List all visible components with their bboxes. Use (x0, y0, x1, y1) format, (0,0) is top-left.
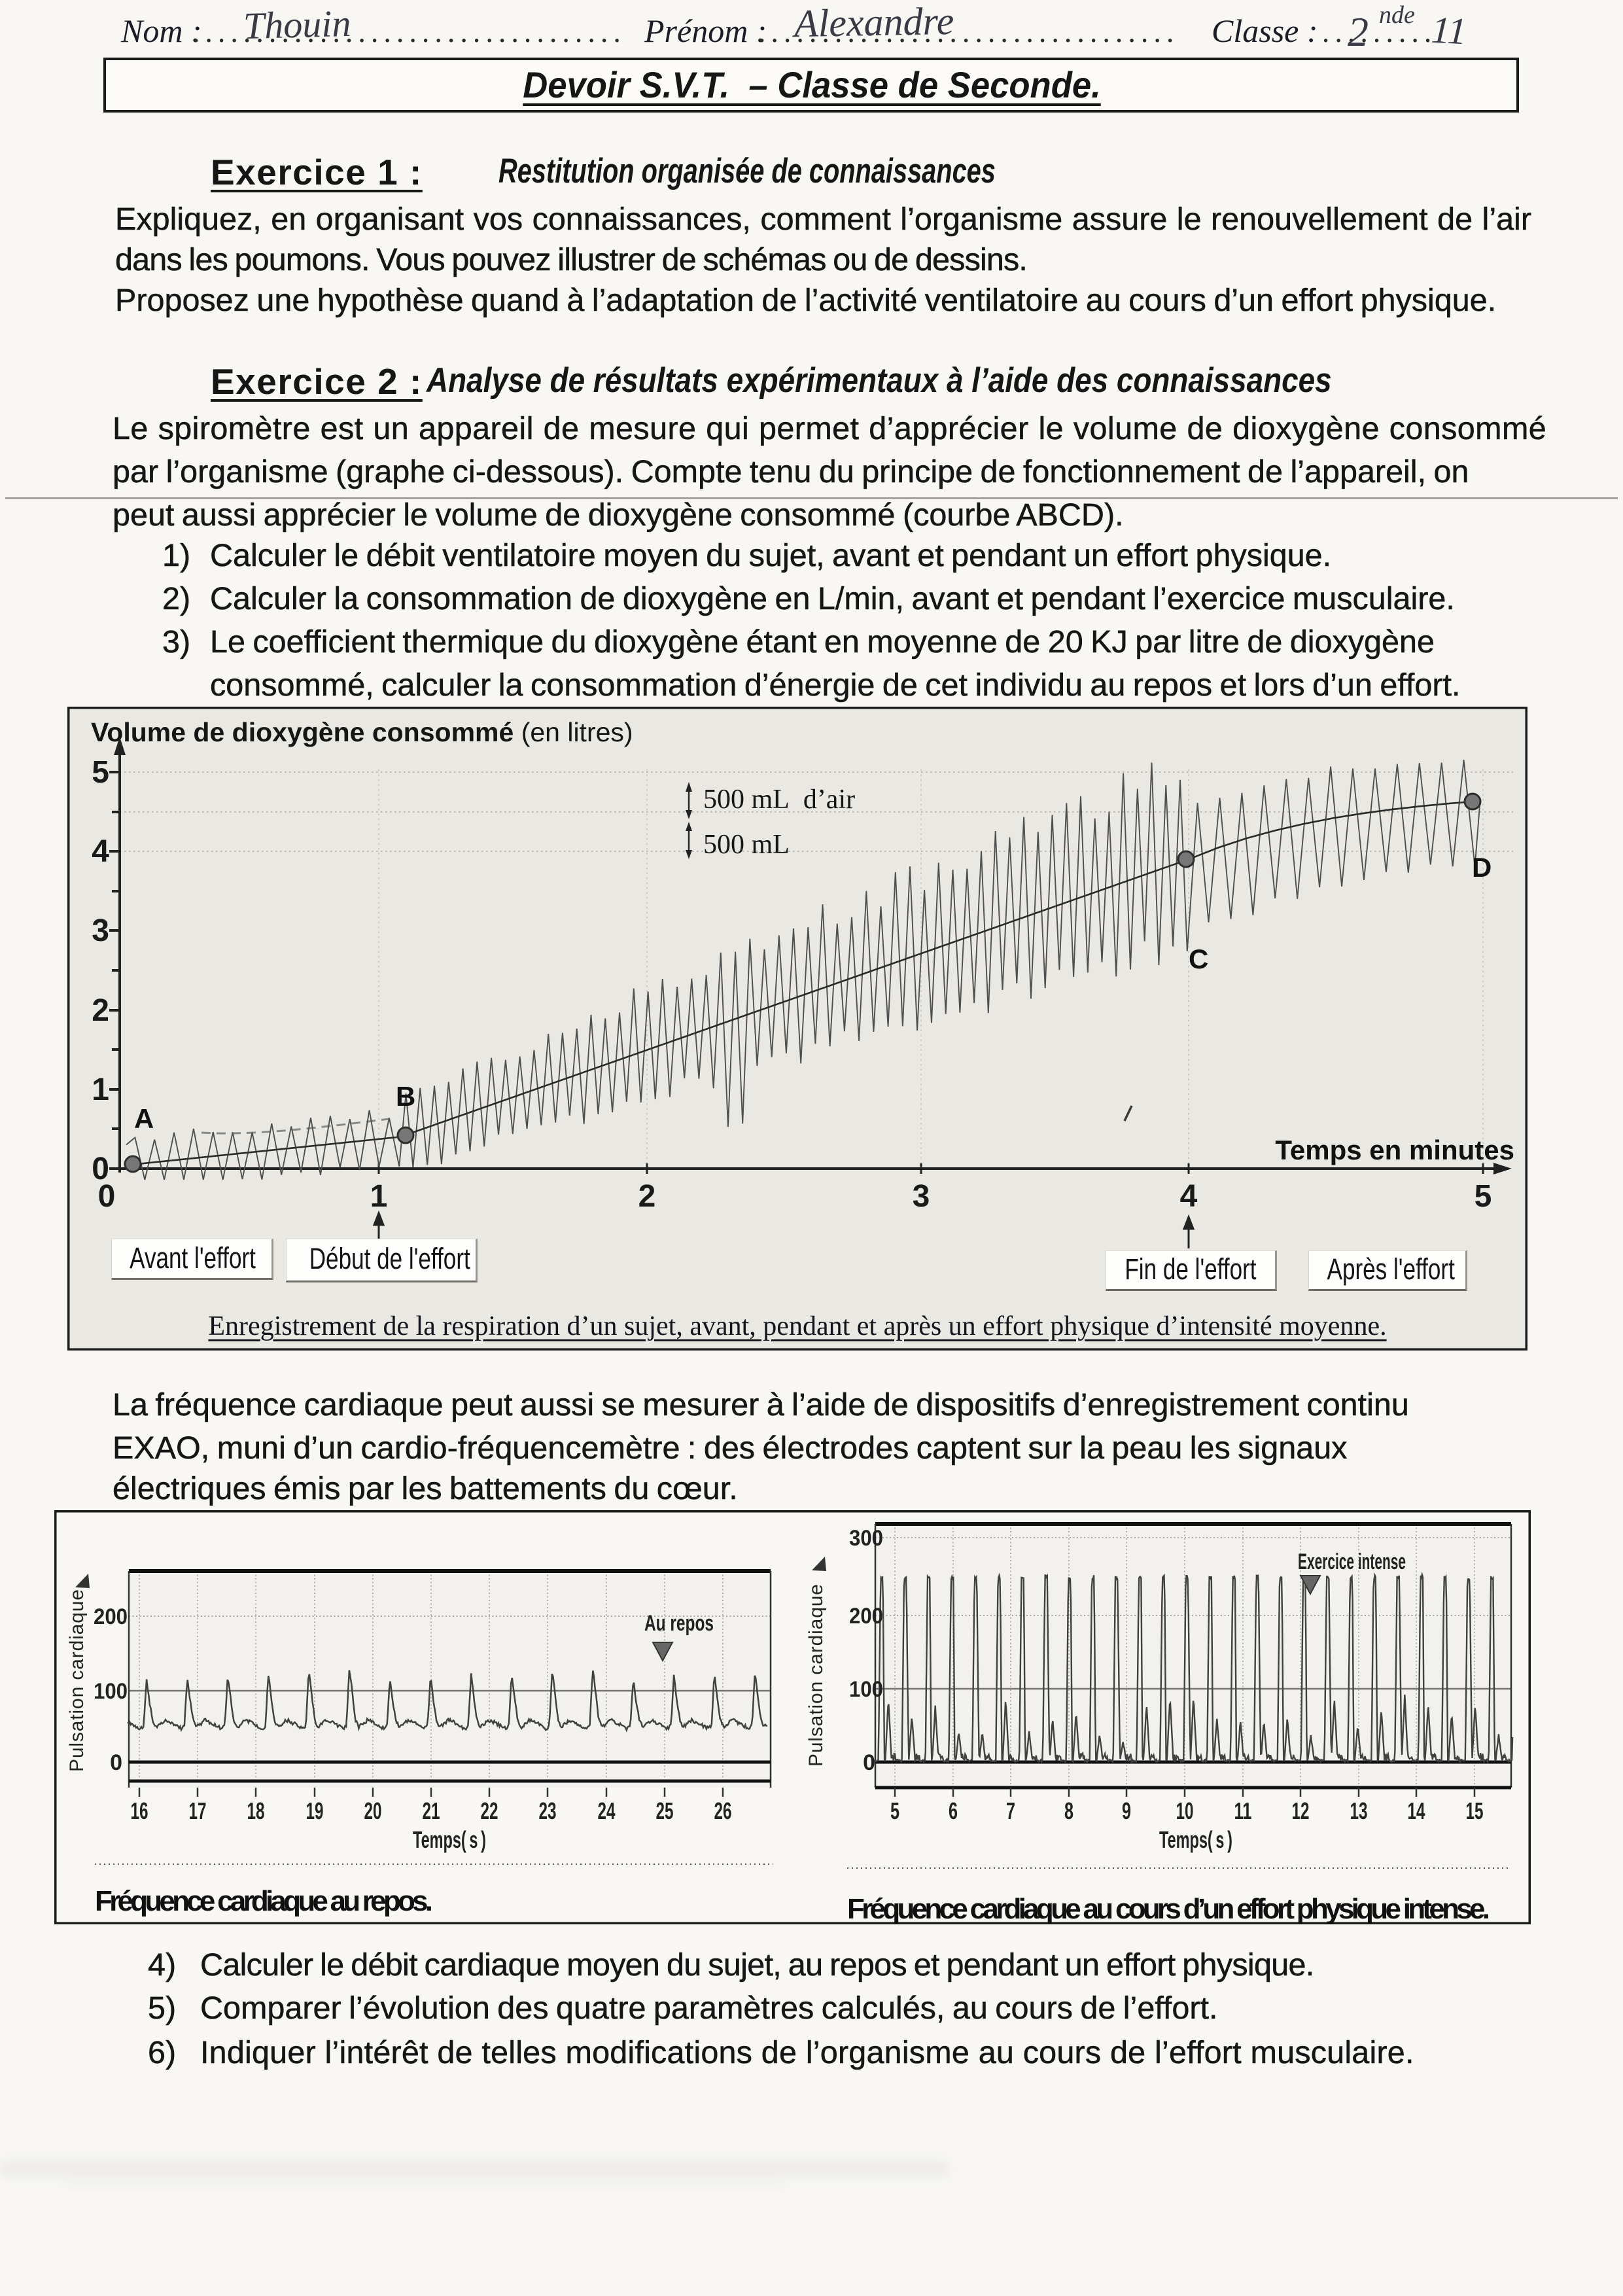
svg-text:500 mL: 500 mL (703, 830, 790, 860)
svg-text:7: 7 (1006, 1797, 1015, 1824)
svg-text:22: 22 (481, 1797, 498, 1824)
svg-text:21: 21 (423, 1797, 440, 1824)
svg-text:11: 11 (1234, 1797, 1252, 1824)
svg-text:9: 9 (1122, 1797, 1131, 1824)
svg-text:1: 1 (92, 1072, 109, 1107)
svg-text:10: 10 (1176, 1797, 1194, 1824)
svg-text:18: 18 (247, 1797, 265, 1824)
svg-text:Pulsation cardiaque: Pulsation cardiaque (805, 1583, 827, 1767)
svg-text:26: 26 (714, 1797, 732, 1824)
svg-text:Fréquence cardiaque au cours d: Fréquence cardiaque au cours d’un effort… (847, 1893, 1490, 1924)
svg-text:2: 2 (92, 993, 109, 1028)
svg-text:Fréquence cardiaque au repos.: Fréquence cardiaque au repos. (95, 1885, 433, 1917)
svg-text:16: 16 (131, 1797, 148, 1824)
svg-text:0: 0 (863, 1750, 875, 1775)
svg-text:D: D (1472, 852, 1492, 883)
svg-text:6: 6 (949, 1797, 958, 1824)
svg-text:13: 13 (1350, 1797, 1368, 1824)
svg-text:A: A (134, 1103, 154, 1134)
svg-text:15: 15 (1466, 1797, 1484, 1824)
svg-text:19: 19 (306, 1797, 324, 1824)
svg-text:24: 24 (598, 1797, 616, 1824)
svg-text:200: 200 (849, 1604, 883, 1629)
svg-text:4: 4 (1180, 1179, 1198, 1214)
svg-text:3: 3 (92, 913, 109, 948)
svg-text:14: 14 (1408, 1797, 1425, 1824)
svg-text:0: 0 (98, 1179, 116, 1214)
svg-text:Temps( s ): Temps( s ) (413, 1826, 486, 1853)
svg-text:500 mL d’air: 500 mL d’air (703, 785, 855, 815)
svg-text:8: 8 (1064, 1797, 1073, 1824)
svg-text:5: 5 (890, 1797, 899, 1824)
svg-text:5: 5 (92, 755, 109, 790)
svg-text:4: 4 (92, 834, 109, 869)
svg-text:25: 25 (656, 1797, 674, 1824)
svg-text:3: 3 (913, 1179, 930, 1214)
svg-text:20: 20 (364, 1797, 382, 1824)
svg-text:Au repos: Au repos (644, 1611, 714, 1636)
svg-text:100: 100 (94, 1679, 128, 1704)
svg-text:Exercice intense: Exercice intense (1298, 1549, 1406, 1574)
svg-text:Temps en minutes: Temps en minutes (1275, 1135, 1514, 1165)
svg-text:C: C (1189, 944, 1208, 974)
svg-text:Pulsation cardiaque: Pulsation cardiaque (66, 1589, 88, 1772)
svg-text:12: 12 (1292, 1797, 1310, 1824)
svg-text:100: 100 (849, 1677, 883, 1702)
svg-text:17: 17 (189, 1797, 207, 1824)
svg-text:5: 5 (1475, 1179, 1492, 1214)
svg-text:Volume de dioxygène consommé (: Volume de dioxygène consommé (en litres) (91, 717, 633, 747)
svg-text:23: 23 (539, 1797, 557, 1824)
svg-text:Temps( s ): Temps( s ) (1159, 1826, 1232, 1853)
svg-text:300: 300 (849, 1526, 883, 1551)
svg-text:0: 0 (92, 1152, 109, 1186)
svg-text:1: 1 (370, 1179, 388, 1214)
svg-text:200: 200 (94, 1604, 128, 1629)
svg-text:2: 2 (638, 1179, 656, 1214)
svg-text:B: B (396, 1081, 415, 1112)
svg-text:0: 0 (110, 1750, 122, 1775)
